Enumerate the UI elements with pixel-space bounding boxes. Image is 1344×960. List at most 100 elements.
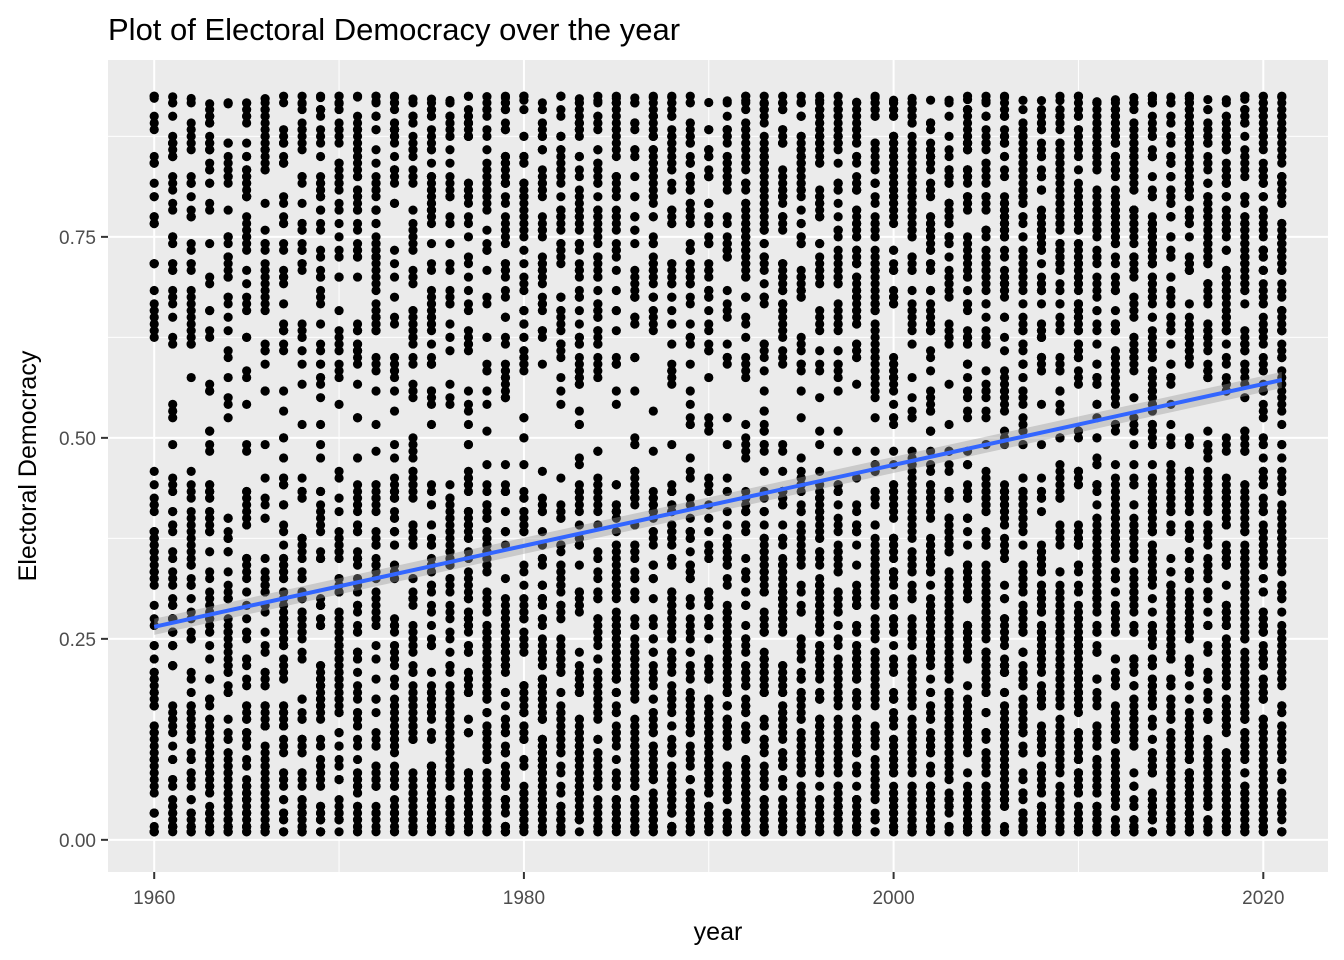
data-point xyxy=(537,125,547,135)
data-point xyxy=(334,198,344,208)
data-point xyxy=(426,480,437,490)
data-point xyxy=(537,741,547,751)
data-point xyxy=(408,647,418,657)
data-point xyxy=(630,647,640,657)
data-point xyxy=(574,265,584,275)
data-point xyxy=(260,500,270,510)
data-point xyxy=(389,781,400,791)
data-point xyxy=(556,801,566,811)
data-point xyxy=(389,125,400,135)
data-point xyxy=(223,795,233,805)
data-point xyxy=(168,138,178,148)
data-point xyxy=(778,587,788,597)
data-point xyxy=(223,393,233,403)
data-point xyxy=(907,640,917,651)
data-point xyxy=(315,339,326,349)
data-point xyxy=(463,506,474,517)
data-point xyxy=(704,674,714,684)
data-point xyxy=(445,661,455,671)
data-point xyxy=(630,118,640,128)
data-point xyxy=(408,265,418,275)
data-point xyxy=(611,607,621,617)
data-point xyxy=(519,366,529,376)
data-point xyxy=(205,386,215,396)
data-point xyxy=(334,131,344,141)
data-point xyxy=(260,111,270,121)
data-point xyxy=(833,640,843,651)
data-point xyxy=(371,614,381,624)
data-point xyxy=(463,815,474,825)
data-point xyxy=(260,158,270,168)
data-point xyxy=(759,339,769,349)
data-point xyxy=(556,158,566,168)
data-point xyxy=(352,125,363,135)
data-point xyxy=(852,151,862,162)
data-point xyxy=(889,600,899,610)
data-point xyxy=(242,714,252,724)
data-point xyxy=(223,158,233,168)
data-point xyxy=(537,654,547,664)
data-point xyxy=(315,138,326,148)
data-point xyxy=(833,305,843,316)
data-point xyxy=(223,634,233,644)
data-point xyxy=(685,218,695,229)
data-point xyxy=(593,594,603,604)
data-point xyxy=(223,567,233,577)
data-point xyxy=(408,305,418,316)
data-point xyxy=(741,681,751,691)
data-point xyxy=(408,94,418,104)
data-point xyxy=(334,654,344,664)
data-point xyxy=(482,620,492,631)
data-point xyxy=(408,238,418,249)
data-point xyxy=(556,399,566,409)
data-point xyxy=(352,413,363,423)
data-point xyxy=(593,359,603,369)
data-point xyxy=(833,527,843,537)
data-point xyxy=(186,292,196,302)
data-point xyxy=(279,346,289,356)
data-point xyxy=(741,754,751,765)
data-point xyxy=(463,466,474,476)
data-point xyxy=(334,125,344,135)
data-point xyxy=(667,827,677,837)
data-point xyxy=(611,386,621,396)
data-point xyxy=(149,326,159,336)
data-point xyxy=(593,192,603,202)
data-point xyxy=(186,339,196,349)
data-point xyxy=(149,573,159,584)
data-point xyxy=(593,754,603,765)
data-point xyxy=(925,346,936,356)
data-point xyxy=(556,647,566,657)
data-point xyxy=(500,480,511,490)
data-point xyxy=(205,627,215,637)
data-point xyxy=(315,754,326,765)
data-point xyxy=(574,500,584,510)
data-point xyxy=(537,118,547,128)
data-point xyxy=(260,573,270,584)
data-point xyxy=(722,218,732,229)
data-point xyxy=(925,178,936,188)
data-point xyxy=(611,93,621,103)
data-point xyxy=(574,118,584,128)
data-point xyxy=(482,486,492,497)
data-point xyxy=(205,279,215,289)
data-point xyxy=(371,352,381,363)
data-point xyxy=(186,312,196,322)
data-point xyxy=(537,292,547,302)
data-point xyxy=(223,399,233,409)
data-point xyxy=(741,125,751,135)
data-point xyxy=(870,218,880,229)
data-point xyxy=(242,212,252,222)
data-point xyxy=(426,486,437,497)
data-point xyxy=(334,573,344,584)
data-point xyxy=(315,620,326,631)
data-point xyxy=(426,205,437,215)
data-point xyxy=(907,312,917,322)
data-point xyxy=(482,185,492,195)
data-point xyxy=(426,540,437,550)
data-point xyxy=(759,560,769,570)
data-point xyxy=(907,527,917,537)
data-point xyxy=(223,513,233,523)
data-point xyxy=(815,118,825,128)
data-point xyxy=(242,795,252,805)
